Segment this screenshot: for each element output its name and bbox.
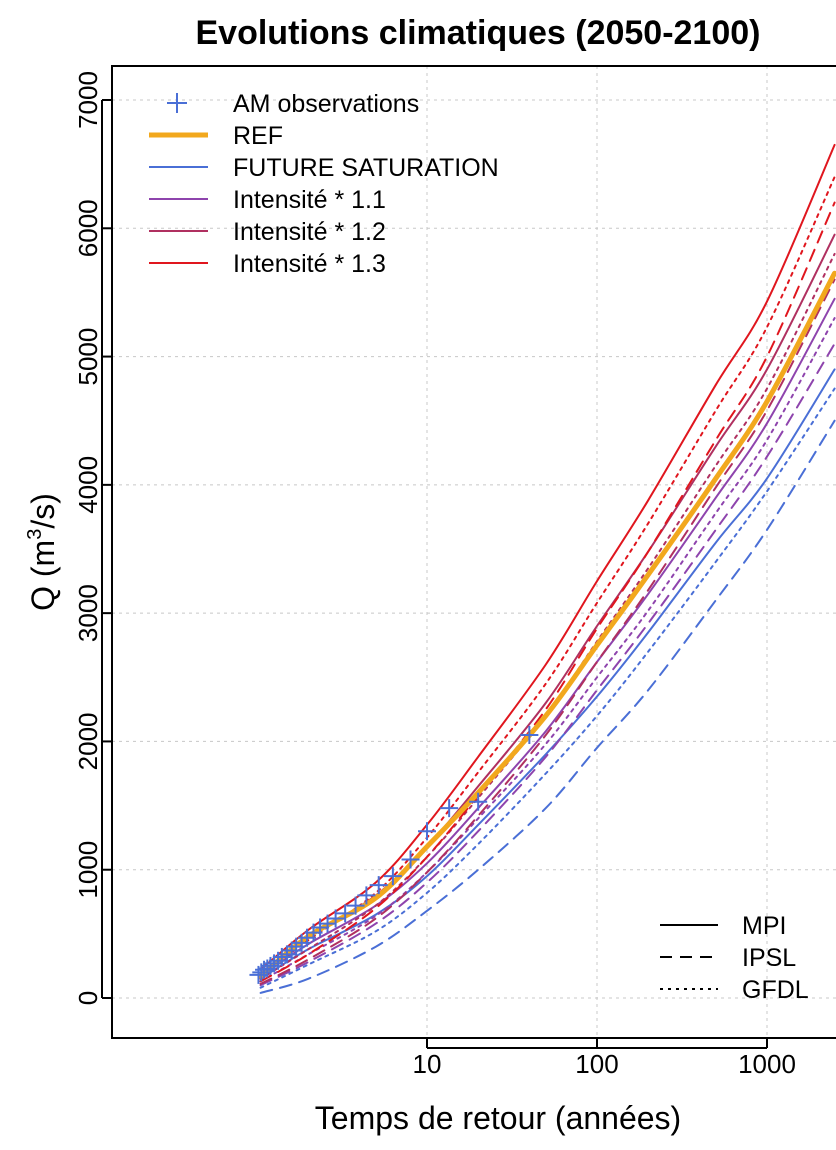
series-line-future-saturation-ipsl xyxy=(259,419,836,994)
legend-model-entry: MPI xyxy=(660,912,786,940)
y-tick-label: 4000 xyxy=(73,456,103,514)
y-tick-label: 7000 xyxy=(73,71,103,129)
series-line-intensit-1-2-ipsl xyxy=(259,278,836,985)
y-axis-title-main: Q (m xyxy=(25,540,61,611)
series-line-intensit-1-1-gfdl xyxy=(259,317,836,983)
x-axis-title: Temps de retour (années) xyxy=(315,1100,681,1136)
observation-points xyxy=(249,726,539,984)
observation-point xyxy=(440,799,459,818)
legend-model-entry: IPSL xyxy=(660,944,796,972)
observation-point xyxy=(418,822,436,841)
y-axis-title-superscript: 3 xyxy=(24,529,46,540)
y-axis-title-end: /s) xyxy=(25,493,61,529)
x-axis: 10 100 1000 xyxy=(413,1038,796,1079)
legend-entry: FUTURE SATURATION xyxy=(149,154,499,182)
series-line-future-saturation-gfdl xyxy=(259,387,836,989)
y-tick-label: 5000 xyxy=(73,328,103,386)
legend-label: AM observations xyxy=(233,90,419,118)
legend-model-label: GFDL xyxy=(742,976,809,1004)
legend-label: Intensité * 1.1 xyxy=(233,186,386,214)
observation-point xyxy=(311,918,330,937)
x-tick-label: 10 xyxy=(413,1049,442,1079)
x-tick-label: 100 xyxy=(575,1049,618,1079)
series-line-intensit-1-2-mpi xyxy=(259,233,836,975)
legend-label: Intensité * 1.2 xyxy=(233,218,386,246)
legend-entry: Intensité * 1.2 xyxy=(149,218,386,246)
legend-label: REF xyxy=(233,122,283,150)
observation-point xyxy=(401,850,420,869)
observation-point xyxy=(346,896,365,915)
observation-point xyxy=(282,941,301,960)
legend-label: Intensité * 1.3 xyxy=(233,250,386,278)
y-tick-label: 3000 xyxy=(73,584,103,642)
observation-point xyxy=(469,792,488,811)
chart-title: Evolutions climatiques (2050-2100) xyxy=(196,14,761,52)
legend-series: AM observations REF FUTURE SATURATION Inten… xyxy=(149,90,499,278)
y-axis: 0 1000 2000 3000 4000 5000 6000 7000 xyxy=(73,71,112,1005)
series-line-intensit-1-3-gfdl xyxy=(259,176,836,976)
grid xyxy=(112,66,836,1038)
y-tick-label: 1000 xyxy=(73,841,103,899)
legend-entry: REF xyxy=(149,122,283,150)
y-axis-title: Q (m3/s) xyxy=(24,493,61,611)
series-line-intensit-1-3-ipsl xyxy=(259,201,836,983)
y-tick-label: 0 xyxy=(73,991,103,1005)
observation-point xyxy=(369,876,388,895)
legend-label: FUTURE SATURATION xyxy=(233,154,499,182)
observation-point xyxy=(277,945,296,964)
legend-model-label: MPI xyxy=(742,912,786,940)
observation-point xyxy=(383,867,402,886)
legend-model-entry: GFDL xyxy=(660,976,809,1004)
series-line-ref-ref xyxy=(258,270,836,979)
observation-point xyxy=(357,886,376,905)
plot-frame xyxy=(111,65,836,1039)
legend-model-label: IPSL xyxy=(742,944,796,972)
y-tick-label: 2000 xyxy=(73,713,103,771)
series-line-future-saturation-mpi xyxy=(259,368,836,980)
series-line-intensit-1-1-ipsl xyxy=(259,342,836,987)
x-tick-label: 1000 xyxy=(738,1049,796,1079)
legend-entry: Intensité * 1.3 xyxy=(149,250,386,278)
legend-entry: Intensité * 1.1 xyxy=(149,186,386,214)
observation-point xyxy=(520,726,539,745)
observation-point xyxy=(326,909,345,928)
y-tick-label: 6000 xyxy=(73,199,103,257)
observation-point xyxy=(336,904,355,923)
legend-entry: AM observations xyxy=(167,90,419,118)
legend-models: MPI IPSL GFDL xyxy=(660,912,809,1004)
